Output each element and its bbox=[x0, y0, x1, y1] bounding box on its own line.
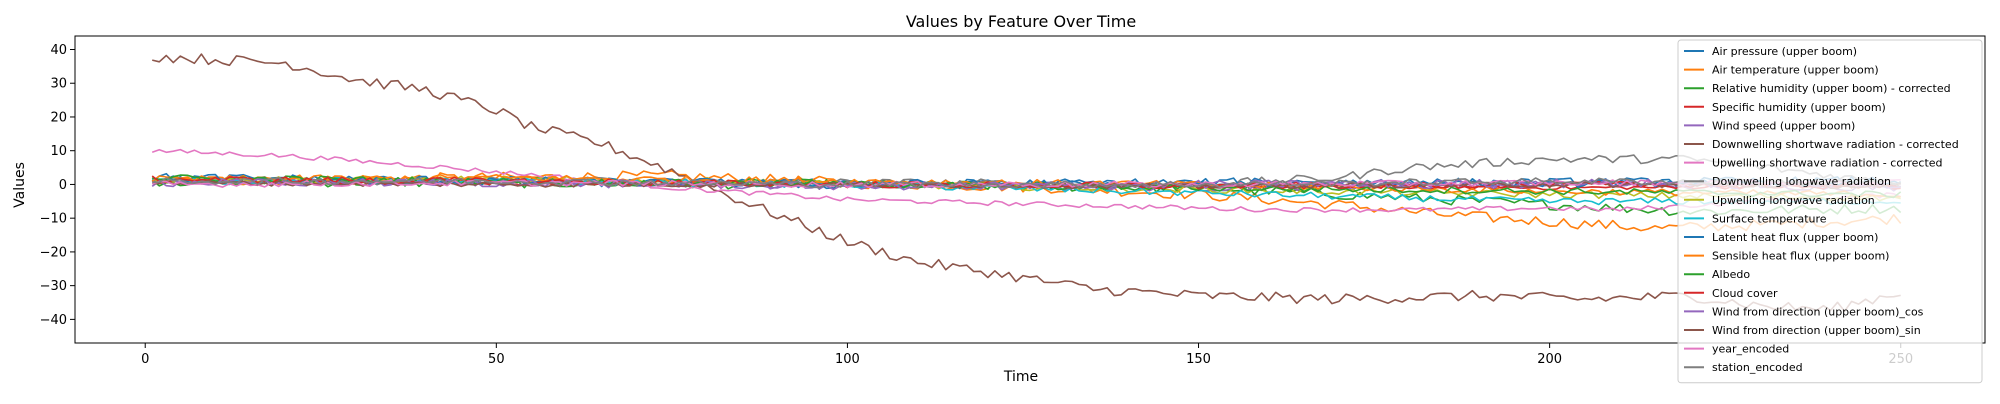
legend-entry: Downwelling longwave radiation bbox=[1684, 175, 1891, 188]
chart-title: Values by Feature Over Time bbox=[906, 12, 1136, 31]
legend-label: year_encoded bbox=[1712, 343, 1789, 356]
legend-label: Air pressure (upper boom) bbox=[1712, 45, 1857, 58]
series-line-7 bbox=[151, 148, 1902, 213]
legend-label: Albedo bbox=[1712, 268, 1750, 281]
y-tick-label: 0 bbox=[59, 178, 67, 193]
legend-entry: Wind speed (upper boom) bbox=[1684, 119, 1855, 132]
x-tick-label: 200 bbox=[1537, 352, 1562, 367]
y-axis: −40 −30 −20 −10 0 10 20 30 40 bbox=[40, 43, 75, 328]
y-tick-label: 30 bbox=[50, 77, 67, 92]
legend-label: Downwelling longwave radiation bbox=[1712, 175, 1891, 188]
legend-box bbox=[1677, 39, 1983, 384]
legend-label: Sensible heat flux (upper boom) bbox=[1712, 250, 1889, 263]
legend-label: Cloud cover bbox=[1712, 287, 1778, 300]
legend-label: Surface temperature bbox=[1712, 212, 1827, 225]
x-tick-label: 0 bbox=[141, 352, 149, 367]
series-line-2 bbox=[151, 170, 1902, 232]
series-line-18 bbox=[152, 176, 1901, 189]
legend-entry: Cloud cover bbox=[1684, 287, 1778, 300]
legend-label: Wind from direction (upper boom)_sin bbox=[1712, 324, 1921, 337]
y-tick-label: −30 bbox=[40, 279, 67, 294]
legend-label: Specific humidity (upper boom) bbox=[1712, 101, 1886, 114]
legend-entry: year_encoded bbox=[1684, 343, 1789, 356]
plot-frame bbox=[74, 35, 1986, 344]
legend-entry: Upwelling longwave radiation bbox=[1684, 194, 1875, 207]
y-tick-label: 20 bbox=[50, 110, 67, 125]
legend: Air pressure (upper boom) Air temperature… bbox=[1677, 39, 1983, 384]
legend-entry: Air temperature (upper boom) bbox=[1684, 64, 1879, 77]
series-line-15 bbox=[151, 178, 1901, 191]
x-tick-label: 50 bbox=[488, 352, 505, 367]
legend-entry: Wind from direction (upper boom)_cos bbox=[1684, 305, 1924, 318]
x-axis: 050100150200250 bbox=[141, 343, 1913, 367]
series-line-6 bbox=[152, 53, 1901, 313]
y-tick-label: −40 bbox=[40, 313, 67, 328]
legend-entry: station_encoded bbox=[1684, 361, 1803, 374]
x-tick-label: 150 bbox=[1186, 352, 1211, 367]
legend-label: Wind speed (upper boom) bbox=[1712, 119, 1855, 132]
x-axis-label: Time bbox=[1003, 369, 1038, 385]
legend-entry: Upwelling shortwave radiation - correcte… bbox=[1684, 157, 1943, 170]
y-axis-label: Values bbox=[12, 162, 28, 208]
legend-entry: Relative humidity (upper boom) - correct… bbox=[1684, 82, 1951, 95]
legend-entry: Specific humidity (upper boom) bbox=[1684, 101, 1886, 114]
legend-entry: Downwelling shortwave radiation - correc… bbox=[1684, 138, 1959, 151]
legend-entry: Wind from direction (upper boom)_sin bbox=[1684, 324, 1921, 337]
y-tick-label: 10 bbox=[50, 144, 67, 159]
legend-entry: Sensible heat flux (upper boom) bbox=[1684, 250, 1889, 263]
legend-entry: Albedo bbox=[1684, 268, 1750, 281]
y-tick-label: 40 bbox=[50, 43, 67, 58]
legend-label: station_encoded bbox=[1712, 361, 1803, 374]
legend-label: Air temperature (upper boom) bbox=[1712, 64, 1879, 77]
y-tick-label: −10 bbox=[40, 212, 67, 227]
series-layer bbox=[151, 53, 1902, 313]
legend-label: Upwelling longwave radiation bbox=[1712, 194, 1875, 207]
legend-entry: Air pressure (upper boom) bbox=[1684, 45, 1857, 58]
legend-entry: Latent heat flux (upper boom) bbox=[1684, 231, 1878, 244]
legend-label: Downwelling shortwave radiation - correc… bbox=[1712, 138, 1959, 151]
y-tick-label: −20 bbox=[40, 245, 67, 260]
x-tick-label: 100 bbox=[835, 352, 860, 367]
legend-label: Upwelling shortwave radiation - correcte… bbox=[1712, 157, 1943, 170]
legend-label: Wind from direction (upper boom)_cos bbox=[1712, 305, 1924, 318]
legend-entry: Surface temperature bbox=[1684, 212, 1827, 225]
legend-label: Latent heat flux (upper boom) bbox=[1712, 231, 1878, 244]
legend-label: Relative humidity (upper boom) - correct… bbox=[1712, 82, 1951, 95]
